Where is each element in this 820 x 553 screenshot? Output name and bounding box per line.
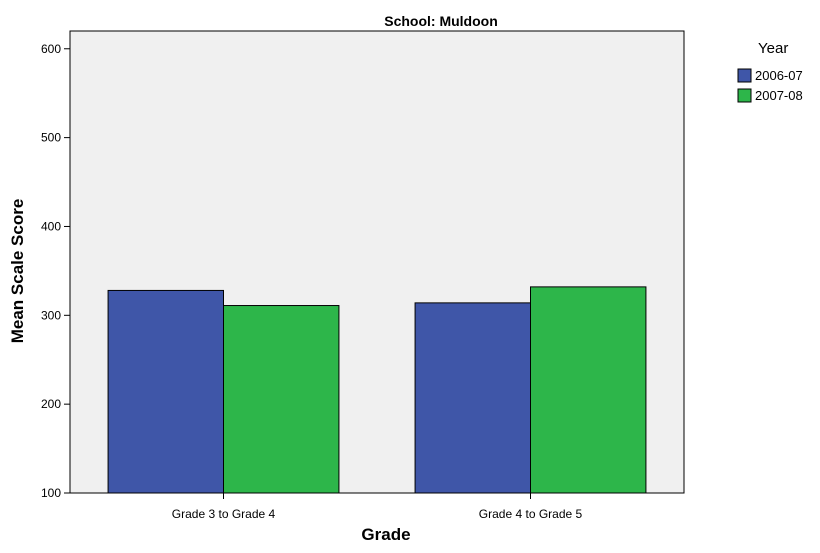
y-axis-title: Mean Scale Score <box>8 199 27 344</box>
y-tick-label: 300 <box>41 308 61 322</box>
y-tick-label: 400 <box>41 219 61 233</box>
bar <box>223 305 340 494</box>
legend-label: 2006-07 <box>755 68 803 83</box>
y-tick-label: 600 <box>41 42 61 56</box>
y-tick-label: 500 <box>41 131 61 145</box>
bar <box>414 302 531 494</box>
y-tick-label: 200 <box>41 397 61 411</box>
chart-title: School: Muldoon <box>384 13 498 29</box>
legend-title: Year <box>758 40 788 57</box>
bar <box>530 286 647 494</box>
legend-swatch <box>737 88 752 103</box>
legend-swatch <box>737 68 752 83</box>
bar <box>107 289 224 494</box>
y-tick-label: 100 <box>41 486 61 500</box>
legend: Year 2006-07 2007-08 <box>737 40 803 103</box>
y-axis: 100 200 300 400 500 600 <box>41 42 70 500</box>
x-tick-label: Grade 3 to Grade 4 <box>172 507 276 521</box>
bars-group <box>107 286 647 494</box>
x-axis: Grade 3 to Grade 4 Grade 4 to Grade 5 <box>172 493 583 521</box>
legend-label: 2007-08 <box>755 88 803 103</box>
x-tick-label: Grade 4 to Grade 5 <box>479 507 583 521</box>
x-axis-title: Grade <box>361 525 410 544</box>
